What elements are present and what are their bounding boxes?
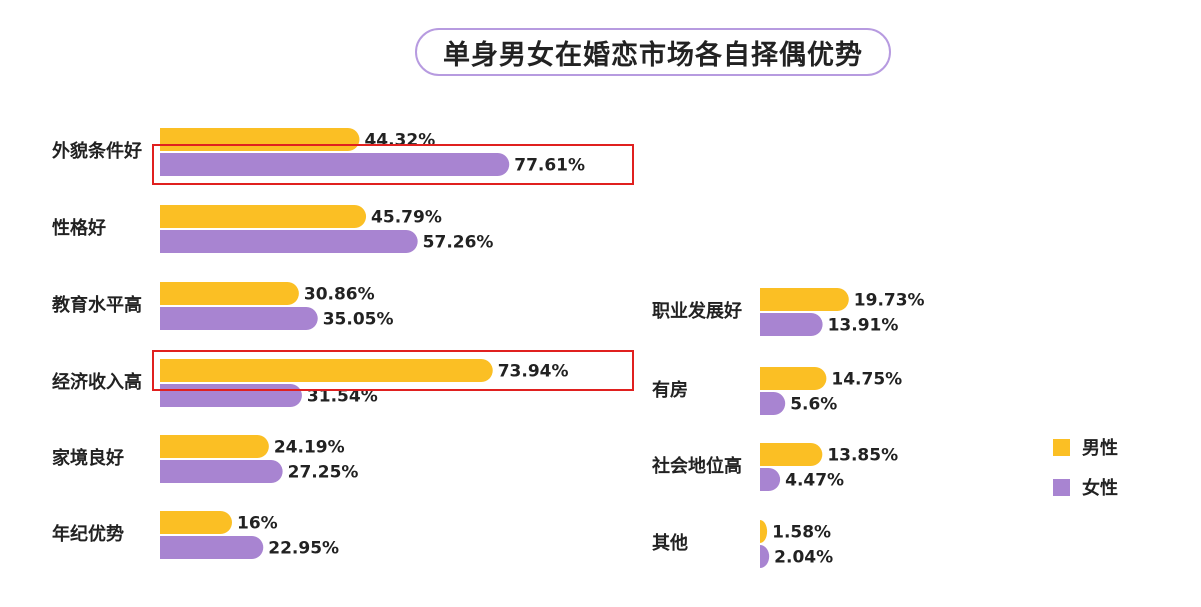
- bar-male-1: [160, 205, 367, 229]
- category-label-1: 性格好: [52, 217, 106, 239]
- category-label-2: 教育水平高: [52, 294, 142, 316]
- value-label-male-4: 24.19%: [274, 438, 345, 458]
- bar-female-9: [760, 545, 770, 568]
- value-label-male-5: 16%: [237, 514, 278, 534]
- value-label-female-9: 2.04%: [774, 548, 833, 568]
- legend-label-female: 女性: [1082, 478, 1118, 499]
- value-label-male-2: 30.86%: [304, 285, 375, 305]
- value-label-male-1: 45.79%: [371, 208, 442, 228]
- bar-female-6: [760, 313, 823, 336]
- value-label-female-0: 77.61%: [514, 156, 585, 176]
- category-label-8: 社会地位高: [652, 455, 742, 477]
- value-label-female-4: 27.25%: [288, 463, 359, 483]
- legend-item-female: 女性: [1053, 476, 1118, 499]
- bar-male-9: [760, 520, 768, 543]
- bar-female-2: [160, 307, 318, 330]
- value-label-female-1: 57.26%: [423, 233, 494, 253]
- category-label-6: 职业发展好: [652, 300, 742, 322]
- value-label-female-7: 5.6%: [790, 395, 837, 415]
- bar-female-3: [160, 384, 302, 407]
- category-label-3: 经济收入高: [52, 371, 142, 393]
- bar-male-8: [760, 443, 823, 466]
- value-label-male-0: 44.32%: [364, 131, 435, 151]
- bar-female-1: [160, 230, 418, 253]
- value-label-female-5: 22.95%: [268, 539, 339, 559]
- bar-male-3: [160, 359, 493, 382]
- bar-male-0: [160, 128, 360, 151]
- category-label-4: 家境良好: [52, 447, 124, 469]
- bar-male-6: [760, 288, 849, 311]
- bar-male-5: [160, 511, 233, 534]
- value-label-female-6: 13.91%: [828, 316, 899, 336]
- legend-swatch-male: [1053, 438, 1070, 456]
- bar-male-7: [760, 367, 827, 390]
- chart-title: 单身男女在婚恋市场各自择偶优势: [415, 28, 891, 76]
- value-label-male-7: 14.75%: [831, 370, 902, 390]
- bar-female-5: [160, 536, 264, 559]
- bar-male-4: [160, 435, 269, 458]
- legend-label-male: 男性: [1082, 438, 1118, 459]
- highlight-box-0: [152, 144, 634, 185]
- bar-female-4: [160, 460, 283, 483]
- bar-female-7: [760, 392, 786, 415]
- value-label-male-6: 19.73%: [854, 291, 925, 311]
- category-label-7: 有房: [652, 379, 688, 401]
- value-label-female-3: 31.54%: [307, 387, 378, 407]
- category-label-0: 外貌条件好: [52, 140, 142, 162]
- legend-item-male: 男性: [1053, 436, 1118, 459]
- bar-female-8: [760, 468, 781, 491]
- legend-swatch-female: [1053, 478, 1070, 496]
- value-label-male-3: 73.94%: [498, 362, 569, 382]
- category-label-5: 年纪优势: [52, 523, 124, 545]
- bar-male-2: [160, 282, 299, 305]
- value-label-female-8: 4.47%: [785, 471, 844, 491]
- legend: 男性 女性: [1053, 436, 1118, 516]
- value-label-male-9: 1.58%: [772, 523, 831, 543]
- value-label-female-2: 35.05%: [323, 310, 394, 330]
- value-label-male-8: 13.85%: [827, 446, 898, 466]
- category-label-9: 其他: [652, 532, 688, 554]
- highlight-box-3: [152, 350, 634, 391]
- bar-female-0: [160, 153, 510, 176]
